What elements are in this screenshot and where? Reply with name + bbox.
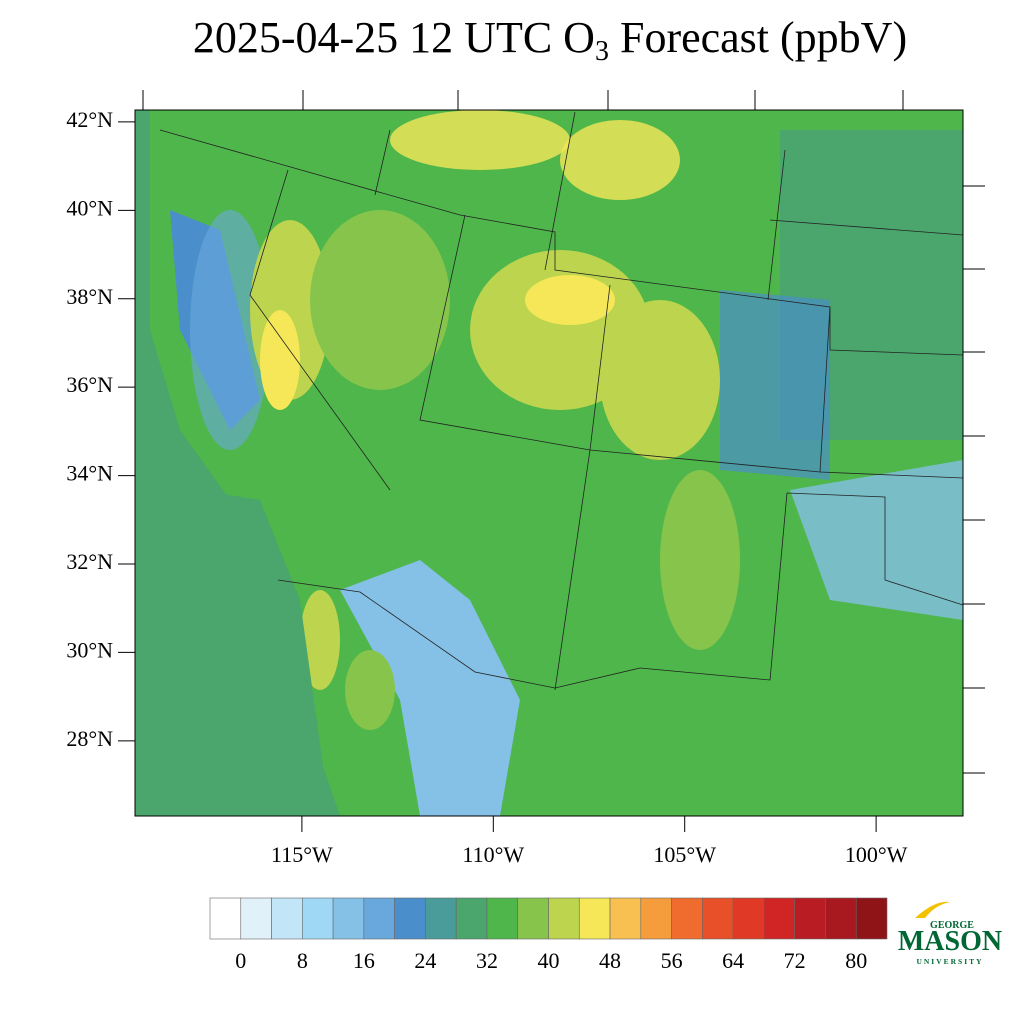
title-rest: Forecast (ppbV) bbox=[609, 13, 907, 62]
colorbar-box bbox=[332, 897, 365, 940]
lat-label: 32°N bbox=[66, 549, 113, 574]
lon-label: 100°W bbox=[845, 842, 908, 867]
colorbar-label: 72 bbox=[784, 948, 806, 973]
title-subscript: 3 bbox=[595, 36, 609, 67]
lat-label: 42°N bbox=[66, 107, 113, 132]
lat-label: 38°N bbox=[66, 284, 113, 309]
lat-label: 30°N bbox=[66, 637, 113, 662]
colorbar-box bbox=[548, 897, 580, 940]
colorbar-box bbox=[609, 897, 642, 940]
colorbar-box bbox=[271, 897, 303, 940]
colorbar-label: 56 bbox=[661, 948, 683, 973]
logo-name: MASON bbox=[898, 926, 1002, 957]
colorbar-box bbox=[794, 897, 826, 940]
colorbar-box bbox=[763, 897, 795, 940]
colorbar-box bbox=[425, 897, 457, 940]
colorbar-box bbox=[486, 897, 519, 940]
lat-label: 40°N bbox=[66, 195, 113, 220]
colorbar-box bbox=[394, 897, 426, 940]
colorbar-label: 32 bbox=[476, 948, 498, 973]
logo-bottom: UNIVERSITY bbox=[916, 957, 983, 966]
lat-label: 36°N bbox=[66, 372, 113, 397]
logo-top: GEORGE bbox=[930, 920, 974, 931]
colorbar-box bbox=[517, 897, 549, 940]
lat-label: 34°N bbox=[66, 461, 113, 486]
colorbar-box bbox=[855, 897, 888, 940]
colorbar-label: 48 bbox=[599, 948, 621, 973]
colorbar-label: 24 bbox=[414, 948, 436, 973]
colorbar-label: 40 bbox=[538, 948, 560, 973]
colorbar-box bbox=[671, 897, 703, 940]
colorbar-box bbox=[702, 897, 734, 940]
colorbar-box bbox=[363, 897, 395, 940]
colorbar-box bbox=[825, 897, 857, 940]
lon-label: 105°W bbox=[653, 842, 716, 867]
lon-label: 115°W bbox=[271, 842, 333, 867]
colorbar-box bbox=[578, 897, 611, 940]
colorbar-box bbox=[732, 897, 765, 940]
colorbar-label: 64 bbox=[722, 948, 744, 973]
title: 2025-04-25 12 UTC O3 Forecast (ppbV) bbox=[193, 13, 907, 67]
colorbar-box bbox=[209, 897, 242, 940]
frame-ticks bbox=[142, 90, 985, 774]
colorbar-box bbox=[640, 897, 672, 940]
colorbar-label: 0 bbox=[235, 948, 246, 973]
logo: GEORGE MASON UNIVERSITY bbox=[898, 901, 1002, 966]
colorbar-label: 16 bbox=[353, 948, 375, 973]
lon-label: 110°W bbox=[462, 842, 524, 867]
colorbar-box bbox=[455, 897, 488, 940]
ozone-field bbox=[135, 110, 963, 816]
lat-label: 28°N bbox=[66, 726, 113, 751]
colorbar-label: 80 bbox=[845, 948, 867, 973]
colorbar-box bbox=[302, 897, 334, 940]
colorbar-box bbox=[240, 897, 272, 940]
colorbar-label: 8 bbox=[297, 948, 308, 973]
map-frame bbox=[134, 109, 964, 817]
state-boundaries bbox=[159, 111, 964, 691]
title-main: 2025-04-25 12 UTC O bbox=[193, 13, 595, 62]
